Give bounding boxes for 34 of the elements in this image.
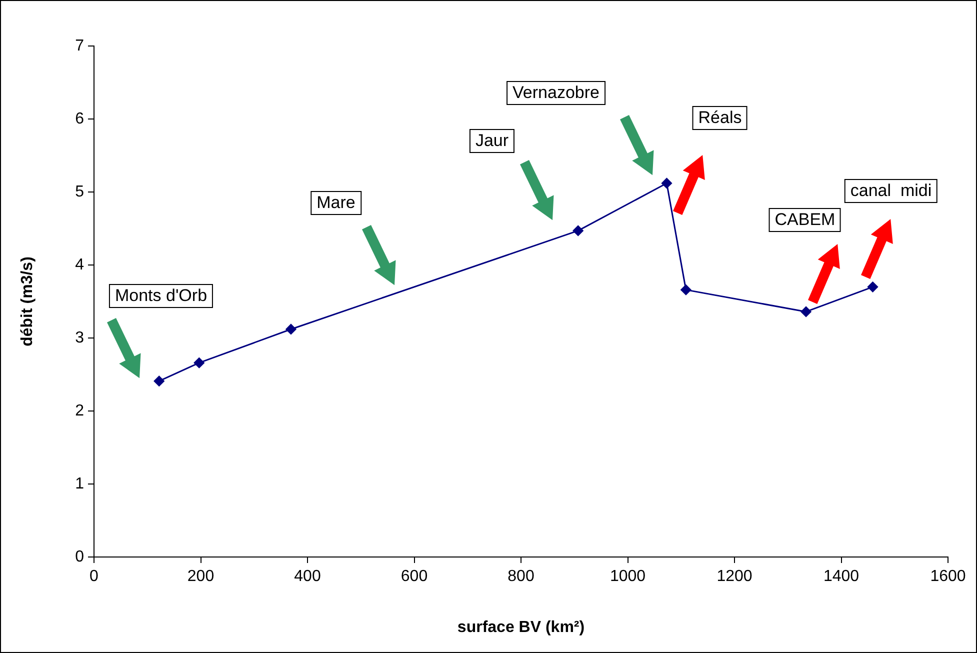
- y-tick-label: 5: [75, 183, 84, 200]
- x-tick-label: 1000: [610, 568, 646, 586]
- annotation: Jaur: [469, 129, 515, 153]
- x-tick-label: 1200: [716, 568, 752, 586]
- y-tick-label: 0: [75, 548, 84, 566]
- annotation: Mare: [310, 191, 362, 215]
- point: [867, 282, 878, 292]
- y-tick-label: 4: [75, 256, 84, 274]
- annotation: CABEM: [768, 208, 842, 232]
- x-tick-label: 200: [187, 568, 214, 586]
- x-tick-label: 400: [294, 568, 321, 586]
- point: [154, 376, 164, 386]
- annotation: Vernazobre: [506, 81, 606, 105]
- y-tick-label: 1: [75, 475, 84, 492]
- x-tick-label: 1600: [930, 568, 966, 586]
- y-tick-label: 2: [75, 402, 84, 420]
- x-axis-title: surface BV (km²): [457, 618, 585, 636]
- point: [800, 306, 812, 317]
- annotation: Monts d'Orb: [108, 284, 214, 308]
- point: [661, 178, 672, 188]
- y-tick-label: 3: [75, 329, 84, 346]
- x-tick-label: 0: [90, 568, 99, 586]
- x-tick-label: 1400: [823, 568, 860, 586]
- point: [286, 324, 296, 334]
- point: [572, 225, 584, 236]
- y-tick-label: 7: [75, 37, 84, 54]
- point: [680, 284, 692, 296]
- y-axis-title: débit (m3/s): [19, 256, 36, 346]
- annotation: Réals: [692, 106, 748, 130]
- x-tick-label: 800: [508, 568, 534, 586]
- annotation: canal midi: [844, 179, 938, 203]
- y-tick-label: 6: [75, 110, 84, 128]
- x-tick-label: 600: [400, 568, 428, 586]
- point: [194, 358, 204, 368]
